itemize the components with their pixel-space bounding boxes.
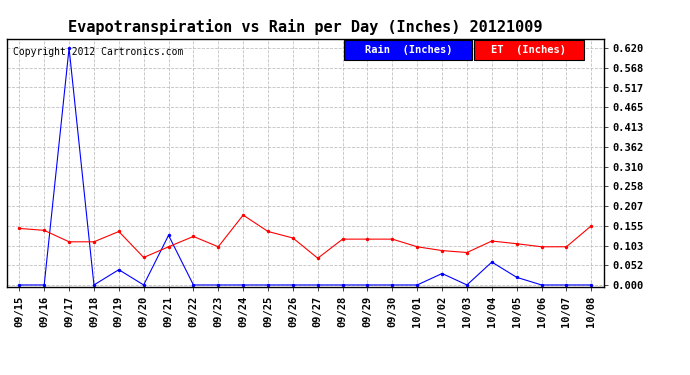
Title: Evapotranspiration vs Rain per Day (Inches) 20121009: Evapotranspiration vs Rain per Day (Inch… (68, 20, 542, 35)
Text: ET  (Inches): ET (Inches) (491, 45, 566, 55)
FancyBboxPatch shape (344, 40, 473, 60)
FancyBboxPatch shape (473, 40, 584, 60)
Text: Copyright 2012 Cartronics.com: Copyright 2012 Cartronics.com (13, 47, 184, 57)
Text: Rain  (Inches): Rain (Inches) (364, 45, 452, 55)
